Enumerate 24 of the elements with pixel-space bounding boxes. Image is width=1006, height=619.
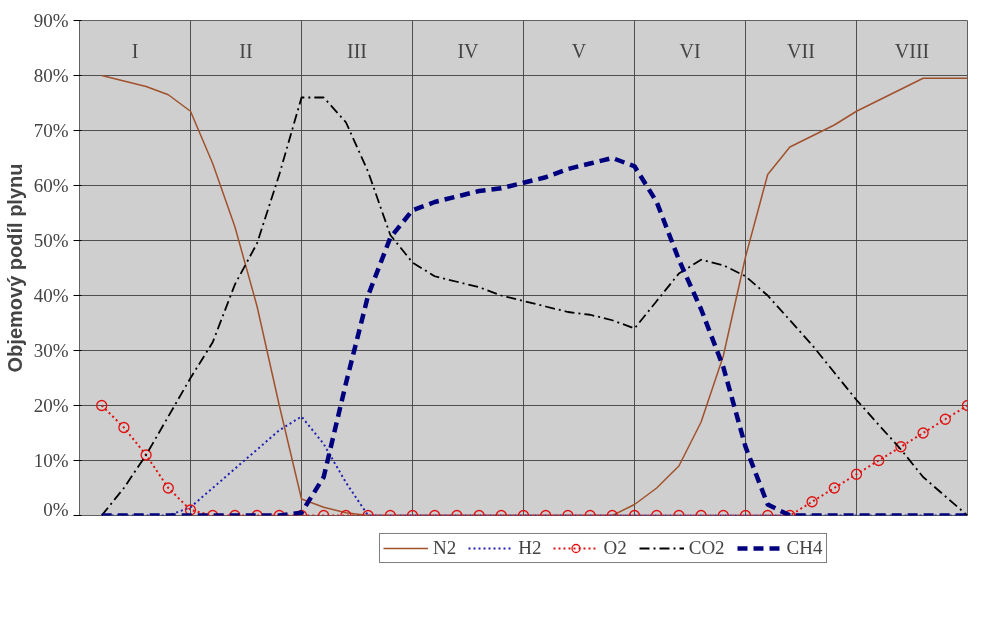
y-tick-label: 90% [33,10,69,31]
annotation: IV [457,39,480,62]
annotation: II [239,39,253,62]
y-tick-label: 50% [33,230,69,251]
annotation: VI [679,39,701,62]
legend-label: O2 [603,537,627,559]
y-tick-label: 80% [33,65,69,86]
y-axis-title: Objemový podíl plynu [3,163,26,373]
y-tick-label: 70% [33,120,69,141]
y-tick-label: 10% [33,450,69,471]
y-tick-label: 60% [33,175,69,196]
annotation: VIII [894,39,930,62]
legend-label: CO2 [688,537,725,559]
annotation: I [131,39,139,62]
y-tick-label: 40% [33,285,69,306]
annotation: III [347,39,367,62]
y-tick-label: 30% [33,340,69,361]
annotation: V [571,39,587,62]
annotation: VII [787,39,815,62]
legend-label: H2 [518,537,542,559]
y-tick-label: 0% [43,498,69,520]
y-tick-label: 20% [33,395,69,416]
legend-label: N2 [433,537,457,559]
legend-label: CH4 [786,537,823,559]
